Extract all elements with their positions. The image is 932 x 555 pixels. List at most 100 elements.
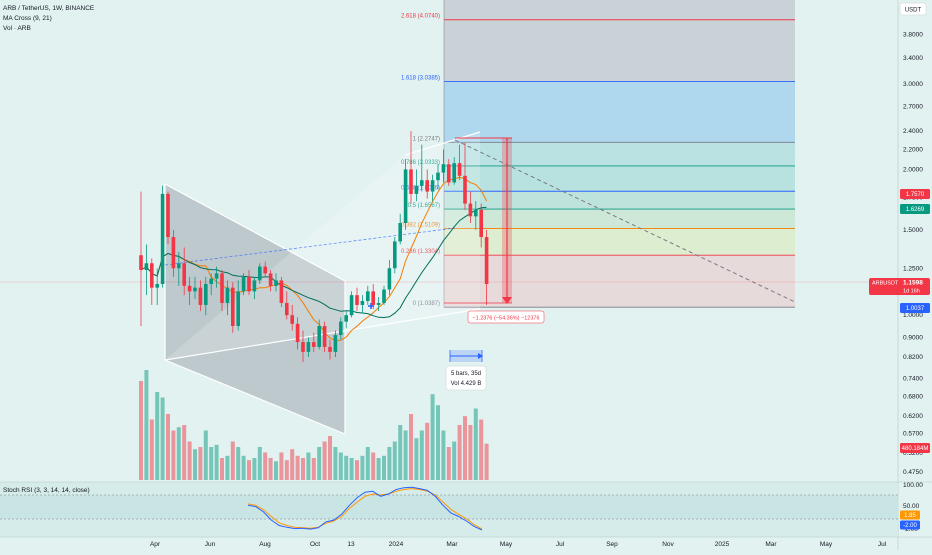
volume-bar xyxy=(392,441,397,480)
volume-bar xyxy=(425,422,430,480)
volume-bar xyxy=(365,447,370,480)
volume-bar xyxy=(144,370,149,480)
volume-bar xyxy=(241,455,246,480)
volume-bar xyxy=(403,430,408,480)
volume-legend[interactable]: Vol · ARB xyxy=(3,25,31,32)
fib-level-label: 1.618 (3.0385) xyxy=(401,75,440,81)
rsi-badge-label: -2.00 xyxy=(903,523,917,529)
current-price-badge[interactable] xyxy=(869,278,930,295)
candle-body xyxy=(349,295,354,316)
candle-body xyxy=(187,285,192,292)
volume-bar xyxy=(209,447,214,480)
price-tick: 3.8000 xyxy=(903,31,923,38)
price-badge xyxy=(900,189,930,199)
rsi-badge xyxy=(900,520,920,530)
candle-body xyxy=(436,172,440,181)
candle-body xyxy=(236,291,240,326)
volume-bar xyxy=(171,430,176,480)
price-tick: 2.4000 xyxy=(903,128,923,135)
measure-tooltip: −1.2376 (−54.36%) −12376 xyxy=(467,310,545,324)
candle-body xyxy=(420,180,424,186)
volume-bar xyxy=(333,447,338,480)
volume-bar xyxy=(311,458,316,480)
current-price-value: 1.1598 xyxy=(903,280,923,287)
rsi-badge-label: 1.85 xyxy=(904,513,916,519)
volume-bar xyxy=(301,458,305,480)
volume-bar xyxy=(149,419,154,480)
volume-bar xyxy=(479,419,484,480)
volume-bar xyxy=(376,458,381,480)
candle-body xyxy=(279,280,284,303)
fib-zone xyxy=(444,142,795,166)
ascending-channel-top xyxy=(404,131,481,156)
fibonacci-extension[interactable]: 2.618 (4.0740) 1.618 (3.0385) 1 (2.2747) 0.… xyxy=(401,0,795,308)
volume-bar xyxy=(225,455,230,480)
volume-bar xyxy=(419,430,424,480)
candle-body xyxy=(306,342,311,352)
candle-body xyxy=(474,209,478,217)
candles xyxy=(139,131,489,363)
price-tick: 0.6800 xyxy=(903,393,923,400)
price-tick: 0.4750 xyxy=(903,469,923,476)
candle-body xyxy=(371,291,375,305)
candle-body xyxy=(409,169,413,194)
fib-zone xyxy=(444,255,795,308)
bars-range-arrow-head xyxy=(478,353,483,359)
volume-bar xyxy=(382,455,386,480)
ascending-channel-lower xyxy=(164,308,481,361)
candle-body xyxy=(317,325,321,347)
current-symbol-label: ARBUSDT xyxy=(872,281,899,287)
candle-body xyxy=(155,283,159,288)
price-tick: 0.8200 xyxy=(903,354,923,361)
candle-body xyxy=(139,255,143,270)
candle-body xyxy=(457,163,462,176)
candle-body xyxy=(209,278,213,284)
fib-zone xyxy=(444,19,795,82)
price-tick: 3.0000 xyxy=(903,81,923,88)
candle-body xyxy=(355,295,359,305)
price-badge-label: 1.0037 xyxy=(906,306,925,312)
time-tick: Mar xyxy=(765,541,777,548)
candle-body xyxy=(382,289,386,303)
volume-bar xyxy=(414,438,419,480)
price-tick: 0.5200 xyxy=(903,450,923,457)
candle-body xyxy=(166,193,170,238)
volume-bar xyxy=(155,392,160,480)
candle-body xyxy=(430,180,435,192)
candle-body xyxy=(403,169,408,224)
price-tick: 0.5700 xyxy=(903,430,923,437)
rsi-legend[interactable]: Stoch RSI (3, 3, 14, 14, close) xyxy=(3,487,90,494)
time-tick: Jul xyxy=(556,541,565,548)
candle-body xyxy=(290,315,294,324)
volume-bar xyxy=(360,455,365,480)
price-tick: 2.0000 xyxy=(903,166,923,173)
candle-body xyxy=(268,273,273,286)
volume-bar xyxy=(387,447,392,480)
currency-badge[interactable] xyxy=(899,2,927,16)
volume-bar xyxy=(306,452,311,480)
candle-body xyxy=(252,280,257,292)
volume-bar xyxy=(355,460,359,480)
volume-bar xyxy=(328,436,332,480)
price-badge-label: 480.184M xyxy=(902,446,929,452)
fib-zone xyxy=(444,191,795,210)
candle-body xyxy=(425,180,429,192)
fib-level-label: 0.618 (1.8026) xyxy=(401,185,440,191)
bars-box xyxy=(445,365,487,391)
bars-range-tool[interactable]: 5 bars, 35d Vol 4.429 B xyxy=(445,350,487,391)
volume-bar xyxy=(295,455,300,480)
rsi-badge xyxy=(900,510,920,520)
fib-level-label: 0 (1.0387) xyxy=(413,301,440,307)
volume-bar xyxy=(236,447,241,480)
candle-body xyxy=(322,325,327,347)
ma-cross-legend[interactable]: MA Cross (9, 21) xyxy=(3,15,52,22)
symbol-legend[interactable]: ARB / TetherUS, 1W, BINANCE xyxy=(3,5,95,12)
drawings[interactable] xyxy=(0,131,898,435)
descending-channel[interactable] xyxy=(165,184,345,434)
ascending-channel[interactable] xyxy=(165,132,480,360)
time-axis[interactable]: Apr Jun Aug Oct 13 2024 Mar May Jul Sep Nov 2025 Mar… xyxy=(150,541,887,548)
price-tick: 1.0000 xyxy=(903,312,923,319)
time-tick: Jul xyxy=(878,541,887,548)
candle-body xyxy=(393,241,397,269)
